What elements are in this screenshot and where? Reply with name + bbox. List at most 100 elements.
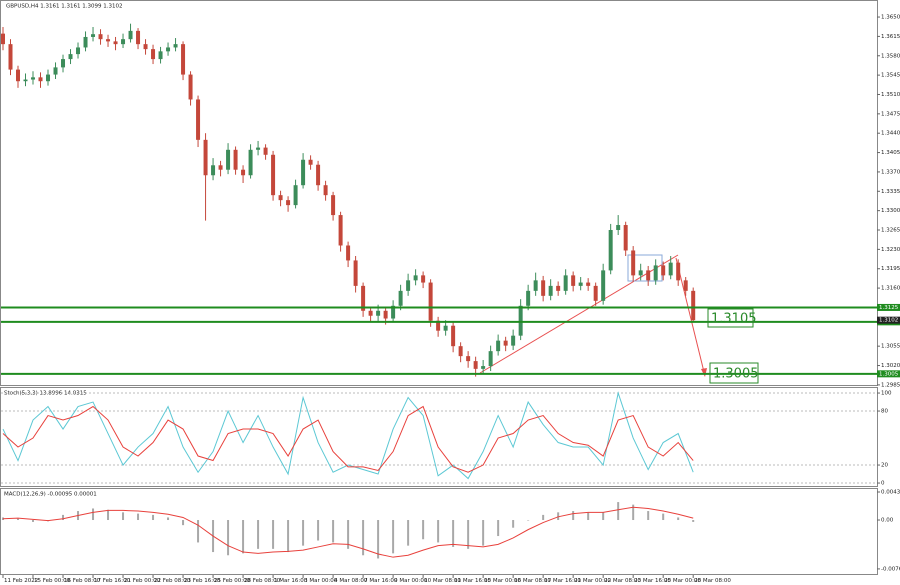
x-tick-label: 16 Mar 08:00 [514, 578, 551, 584]
candle-body [293, 185, 298, 206]
candle-body [143, 44, 148, 50]
x-tick-label: 21 Mar 00:00 [574, 578, 611, 584]
candle-body [38, 77, 43, 82]
x-tick-label: 22 Mar 08:00 [604, 578, 641, 584]
y-tick-label: 1.3230 [881, 247, 900, 253]
candle-body [376, 310, 381, 316]
macd-bar [602, 512, 605, 521]
x-tick-label: 23 Feb 16:00 [184, 578, 221, 584]
stoch-line [2, 391, 694, 480]
candle-body [151, 49, 156, 60]
candle-body [338, 215, 343, 246]
candle-body [496, 340, 501, 352]
macd-bar [647, 511, 650, 521]
candle-body [31, 77, 36, 80]
macd-bar [557, 512, 560, 521]
stoch-line [2, 405, 694, 473]
macd-bar [122, 512, 125, 521]
candle-body [631, 250, 636, 276]
candle-body [323, 185, 328, 196]
x-tick-label: 10 Mar 08:00 [424, 578, 461, 584]
macd-bar [107, 509, 110, 521]
candle-body [563, 275, 568, 291]
candle-body [383, 310, 388, 319]
candle-body [331, 195, 336, 216]
level-label: 1.3005 [879, 371, 899, 377]
y-tick-label: 1.3370 [881, 169, 900, 175]
macd-bar [677, 517, 680, 521]
x-tick-label: 17 Mar 16:00 [544, 578, 581, 584]
y-tick-label: 0.00 [881, 518, 894, 524]
candle-body [316, 164, 321, 186]
candle-body [196, 99, 201, 140]
y-tick-label: 1.3160 [881, 286, 900, 292]
candle-body [458, 346, 463, 357]
macd-bar [182, 520, 185, 526]
macd-bar [587, 512, 590, 521]
x-tick-label: 28 Feb 08:00 [244, 578, 281, 584]
candle-body [233, 149, 238, 170]
y-tick-label: 1.3510 [881, 92, 900, 98]
y-tick-label: 0.00437 [881, 490, 900, 496]
candle-body [248, 149, 253, 176]
macd-bar [452, 520, 455, 547]
candle-body [571, 275, 576, 286]
macd-bar [512, 520, 515, 528]
candle-body [241, 169, 246, 176]
candle-body [136, 30, 141, 45]
macd-bar [152, 514, 155, 521]
candle-body [421, 275, 426, 283]
candle-body [533, 280, 538, 291]
candle-body [53, 67, 58, 75]
x-tick-label: 11 Mar 16:00 [454, 578, 491, 584]
macd-bar [137, 513, 140, 521]
x-tick-label: 3 Mar 00:00 [304, 578, 338, 584]
candle-body [91, 34, 96, 37]
macd-bar [377, 520, 380, 559]
candle-body [398, 290, 403, 306]
x-tick-label: 4 Mar 08:00 [334, 578, 368, 584]
candle-body [23, 79, 28, 82]
macd-bar [287, 520, 290, 553]
macd-bar [362, 520, 365, 556]
y-tick-label: 1.3265 [881, 228, 900, 234]
candle-body [76, 47, 81, 55]
macd-bar [167, 517, 170, 521]
macd-bar [92, 508, 95, 521]
macd-bar [572, 511, 575, 521]
macd-bar [692, 520, 695, 522]
macd-bar [242, 520, 245, 554]
candle-body [286, 200, 291, 206]
macd-bar [32, 520, 35, 522]
candle-body [683, 280, 688, 291]
candle-body [188, 74, 193, 100]
candle-body [428, 282, 433, 321]
candle-body [211, 165, 216, 176]
y-tick-label: 1.3615 [881, 34, 900, 40]
candle-body [271, 154, 276, 196]
candle-body [638, 270, 643, 276]
x-tick-label: 7 Mar 16:00 [364, 578, 398, 584]
x-tick-label: 22 Feb 08:00 [154, 578, 191, 584]
y-tick-label: 1.3405 [881, 150, 900, 156]
candle-body [83, 36, 88, 48]
x-tick-label: 28 Mar 08:00 [694, 578, 731, 584]
macd-bar [332, 520, 335, 543]
annotation-box [707, 308, 754, 328]
candle-body [548, 285, 553, 296]
y-tick-label: 1.3055 [881, 344, 900, 350]
candle-body [578, 282, 583, 286]
x-tick-label: 15 Feb 00:00 [34, 578, 71, 584]
arrow-head [701, 368, 707, 377]
main-title: GBPUSD,H4 1.3161 1.3161 1.3099 1.3102 [6, 4, 122, 10]
annotation-box [709, 362, 759, 384]
x-tick-label: 15 Mar 00:00 [484, 578, 521, 584]
macd-bar [272, 520, 275, 549]
price-tag [877, 316, 900, 324]
candle-body [368, 310, 373, 316]
y-tick-label: 1.3580 [881, 53, 900, 59]
annotation: 1.3005 [713, 367, 759, 382]
macd-bar [422, 520, 425, 540]
macd-bar [662, 513, 665, 521]
